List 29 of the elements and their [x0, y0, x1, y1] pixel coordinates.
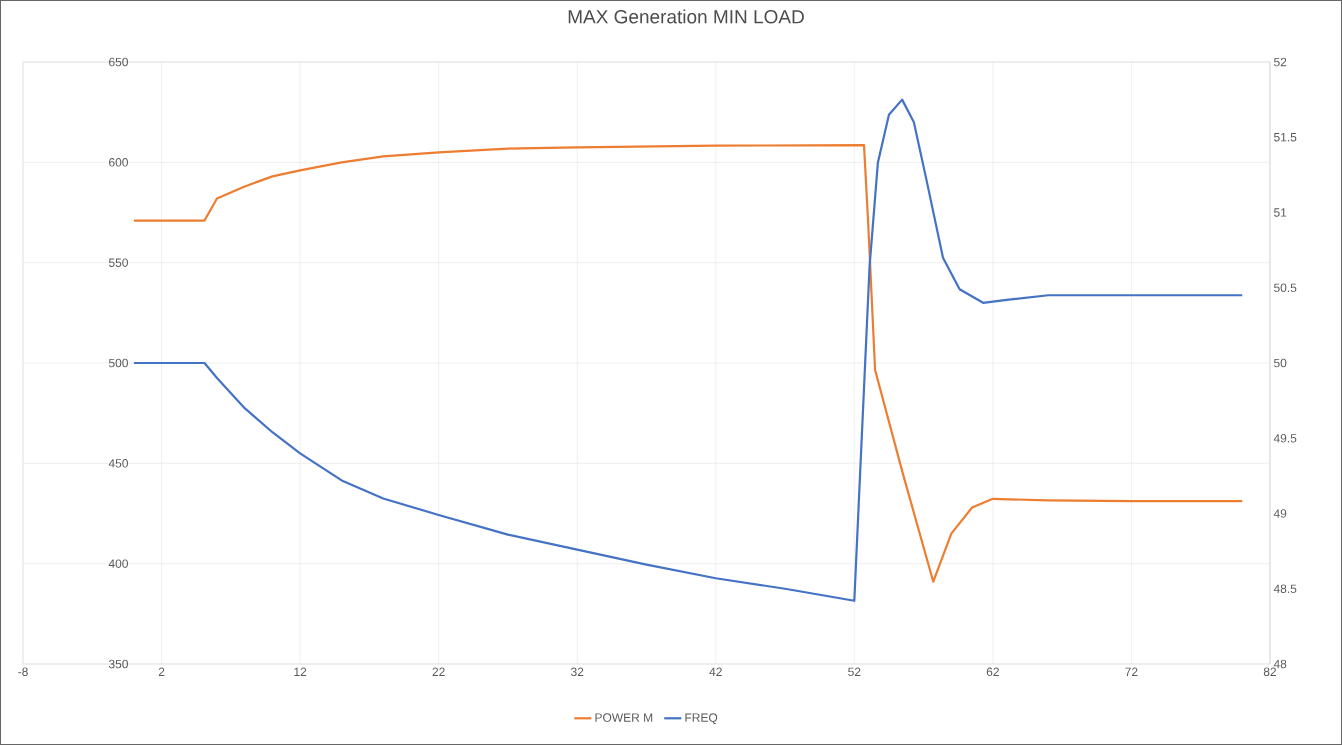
- y2-tick-label: 48.5: [1273, 584, 1297, 593]
- y2-tick-label: 48: [1273, 659, 1287, 669]
- y2-tick-label: 51: [1273, 208, 1287, 217]
- y2-tick-label: 49.5: [1273, 434, 1297, 443]
- x-tick-label: 42: [709, 667, 722, 676]
- x-tick-label: 12: [294, 667, 307, 676]
- x-tick-label: 2: [158, 667, 165, 676]
- y-tick-label: 450: [108, 459, 128, 468]
- y2-tick-label: 49: [1273, 509, 1287, 518]
- y2-tick-label: 50.5: [1273, 283, 1297, 292]
- y-tick-label: 650: [109, 57, 128, 67]
- x-tick-label: 62: [986, 667, 999, 677]
- y-tick-label: 600: [109, 158, 128, 167]
- y-tick-label: 550: [108, 258, 128, 267]
- y-tick-label: 350: [108, 659, 128, 669]
- y2-tick-label: 51.5: [1273, 133, 1297, 142]
- y-tick-label: 400: [108, 559, 128, 568]
- x-tick-label: 82: [1263, 667, 1277, 677]
- legend-label: FREQ: [685, 713, 718, 724]
- x-tick-label: 52: [848, 667, 861, 677]
- y2-tick-label: 52: [1273, 57, 1287, 67]
- x-tick-label: 72: [1125, 667, 1138, 676]
- legend-label: POWER M: [595, 713, 653, 722]
- y-tick-label: 500: [108, 358, 128, 368]
- x-tick-label: 22: [432, 667, 445, 676]
- x-tick-label: 32: [570, 667, 584, 677]
- chart-title: MAX Generation MIN LOAD: [568, 9, 804, 24]
- x-tick-label: -8: [18, 667, 28, 677]
- y2-tick-label: 50: [1273, 358, 1287, 368]
